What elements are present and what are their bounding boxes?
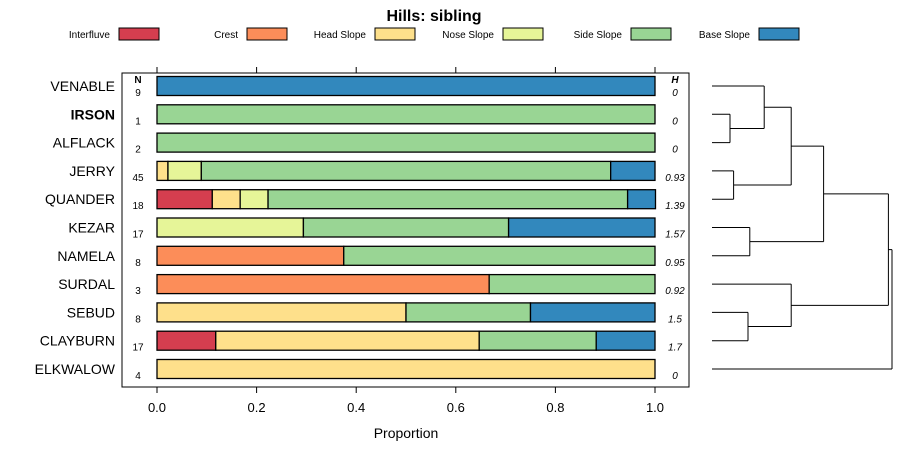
bar-segment-nose-slope bbox=[156, 217, 305, 238]
bar-segment-interfluve bbox=[156, 330, 217, 351]
h-value: 0.93 bbox=[665, 173, 685, 184]
x-axis: 0.0 0.2 0.4 0.6 0.8 1.0 bbox=[148, 67, 664, 415]
bar-segment-side-slope bbox=[488, 273, 656, 295]
bar-segment-side-slope bbox=[302, 217, 510, 238]
legend-swatch-interfluve bbox=[118, 27, 160, 41]
row-namela: NAMELA 8 0.95 bbox=[57, 245, 685, 269]
bar-segment-side-slope bbox=[405, 302, 532, 323]
h-column-header: H bbox=[671, 75, 679, 86]
bar-segment-nose-slope bbox=[167, 160, 202, 182]
n-value: 8 bbox=[135, 314, 141, 325]
row-alflack: ALFLACK 2 0 bbox=[53, 132, 678, 156]
bar-segment-base-slope bbox=[156, 75, 656, 97]
bar-segment-base-slope bbox=[507, 217, 656, 238]
row-quander: QUANDER 18 1.39 bbox=[45, 189, 685, 212]
bar-segment-side-slope bbox=[478, 330, 597, 351]
legend-label-interfluve: Interfluve bbox=[69, 30, 111, 41]
category-label: QUANDER bbox=[45, 191, 115, 207]
row-clayburn: CLAYBURN 17 1.7 bbox=[40, 330, 682, 354]
row-surdal: SURDAL 3 0.92 bbox=[58, 273, 685, 297]
n-value: 4 bbox=[135, 371, 141, 382]
legend-label-base-slope: Base Slope bbox=[699, 30, 751, 41]
chart-title: Hills: sibling bbox=[386, 8, 481, 25]
legend-label-crest: Crest bbox=[214, 30, 238, 41]
x-tick-label: 0.2 bbox=[248, 400, 266, 415]
n-column-header: N bbox=[134, 75, 141, 86]
x-tick-label: 1.0 bbox=[646, 400, 664, 415]
n-value: 1 bbox=[135, 116, 141, 127]
x-tick-label: 0.8 bbox=[546, 400, 564, 415]
legend-swatch-base-slope bbox=[758, 27, 800, 41]
category-label: ALFLACK bbox=[53, 135, 116, 151]
row-jerry: JERRY 45 0.93 bbox=[69, 160, 685, 184]
n-value: 17 bbox=[132, 230, 144, 241]
x-axis-label: Proportion bbox=[374, 425, 439, 441]
h-value: 0 bbox=[672, 371, 678, 382]
bar-segment-head-slope bbox=[156, 160, 169, 182]
legend-swatch-crest bbox=[246, 27, 288, 41]
bar-segment-base-slope bbox=[595, 330, 656, 351]
legend-swatch-nose-slope bbox=[502, 27, 544, 41]
bar-segment-side-slope bbox=[200, 160, 612, 182]
row-kezar: KEZAR 17 1.57 bbox=[68, 217, 685, 241]
x-tick-label: 0.4 bbox=[347, 400, 365, 415]
h-value: 0.95 bbox=[665, 258, 685, 269]
h-value: 0 bbox=[672, 88, 678, 99]
n-value: 45 bbox=[132, 173, 144, 184]
category-label: IRSON bbox=[71, 106, 115, 122]
bar-segment-head-slope bbox=[215, 330, 480, 351]
bar-segment-base-slope bbox=[610, 160, 656, 182]
bar-segment-side-slope bbox=[343, 245, 656, 266]
x-tick-label: 0.0 bbox=[148, 400, 166, 415]
row-sebud: SEBUD 8 1.5 bbox=[67, 302, 682, 325]
bar-segment-side-slope bbox=[267, 189, 629, 210]
bar-segment-side-slope bbox=[156, 104, 656, 125]
row-irson: IRSON 1 0 bbox=[71, 104, 678, 127]
h-value: 1.39 bbox=[665, 201, 685, 212]
n-value: 18 bbox=[132, 201, 144, 212]
h-value: 0.92 bbox=[665, 286, 685, 297]
legend-label-head-slope: Head Slope bbox=[314, 30, 367, 41]
category-label: SEBUD bbox=[67, 304, 115, 320]
h-value: 0 bbox=[672, 116, 678, 127]
n-value: 9 bbox=[135, 88, 141, 99]
h-value: 1.5 bbox=[668, 314, 682, 325]
bar-segment-head-slope bbox=[156, 358, 656, 380]
n-value: 17 bbox=[132, 343, 144, 354]
dendrogram bbox=[712, 85, 893, 370]
category-label: KEZAR bbox=[68, 220, 115, 236]
h-value: 1.57 bbox=[665, 230, 685, 241]
row-venable: VENABLE 9 0 bbox=[50, 75, 678, 99]
bar-segment-crest bbox=[156, 245, 345, 266]
legend: Interfluve Crest Head Slope Nose Slope Side … bbox=[69, 27, 800, 41]
category-label: ELKWALOW bbox=[35, 361, 116, 377]
category-label: JERRY bbox=[69, 163, 115, 179]
bar-segment-base-slope bbox=[529, 302, 656, 323]
bar-segment-head-slope bbox=[156, 302, 407, 323]
bar-segment-side-slope bbox=[156, 132, 656, 153]
bar-segment-interfluve bbox=[156, 189, 213, 210]
legend-swatch-side-slope bbox=[630, 27, 672, 41]
h-value: 1.7 bbox=[668, 343, 682, 354]
rows: VENABLE 9 0 IRSON 1 0 ALFLACK 2 0 JERRY 45 0.93 QUAN… bbox=[35, 75, 685, 382]
legend-label-side-slope: Side Slope bbox=[574, 30, 623, 41]
bar-segment-base-slope bbox=[626, 189, 657, 210]
legend-label-nose-slope: Nose Slope bbox=[442, 30, 494, 41]
plot-frame bbox=[121, 72, 690, 388]
n-value: 3 bbox=[135, 286, 141, 297]
h-value: 0 bbox=[672, 145, 678, 156]
category-label: SURDAL bbox=[58, 276, 115, 292]
category-label: CLAYBURN bbox=[40, 333, 115, 349]
bar-segment-crest bbox=[156, 273, 490, 295]
bar-segment-nose-slope bbox=[239, 189, 269, 210]
category-label: VENABLE bbox=[50, 78, 115, 94]
category-label: NAMELA bbox=[57, 248, 115, 264]
legend-swatch-head-slope bbox=[374, 27, 416, 41]
n-value: 8 bbox=[135, 258, 141, 269]
x-tick-label: 0.6 bbox=[447, 400, 465, 415]
bar-segment-head-slope bbox=[211, 189, 241, 210]
n-value: 2 bbox=[135, 145, 141, 156]
row-elkwalow: ELKWALOW 4 0 bbox=[35, 358, 678, 382]
